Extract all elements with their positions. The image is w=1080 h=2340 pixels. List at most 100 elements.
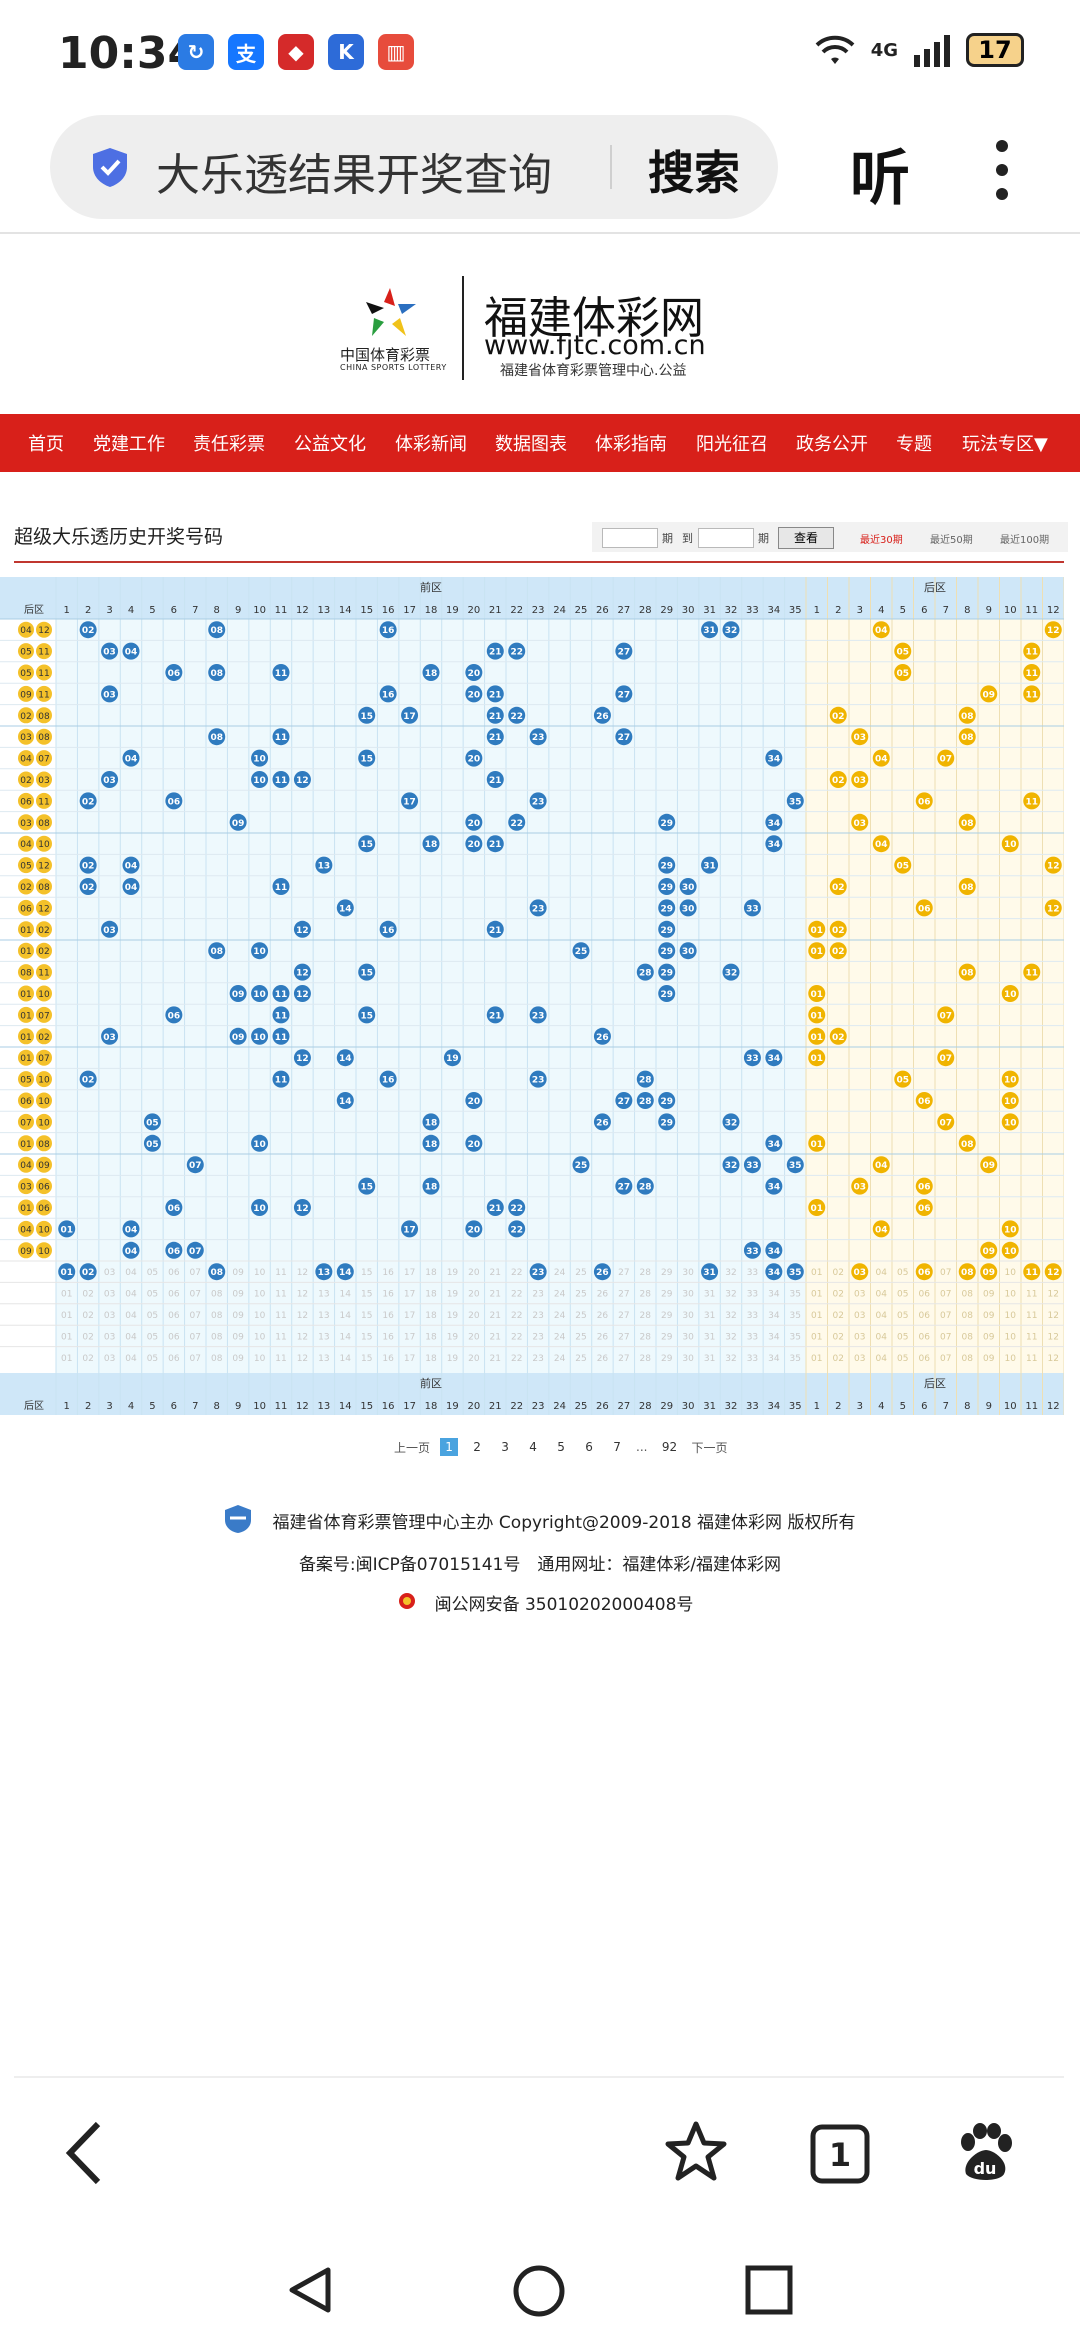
stat-number: 26 bbox=[597, 1332, 609, 1342]
system-recents-icon[interactable] bbox=[744, 2264, 794, 2316]
star-bookmark-icon[interactable] bbox=[664, 2120, 728, 2182]
stat-number: 22 bbox=[511, 1354, 522, 1364]
prev-page-link[interactable]: 上一页 bbox=[394, 1440, 431, 1455]
front-ball-label: 04 bbox=[125, 1225, 138, 1235]
front-ball-label: 11 bbox=[275, 733, 288, 743]
stat-number: 02 bbox=[833, 1268, 844, 1278]
front-ball-label: 05 bbox=[146, 1118, 159, 1128]
recent-30-link[interactable]: 最近30期 bbox=[860, 535, 903, 546]
left-back-ball bbox=[18, 857, 34, 874]
front-ball bbox=[701, 621, 719, 639]
baidu-paw-icon[interactable]: du bbox=[954, 2122, 1014, 2184]
nav-item-culture[interactable]: 公益文化 bbox=[294, 434, 366, 455]
front-ball-label: 33 bbox=[746, 1054, 759, 1064]
nav-item-sunshine[interactable]: 阳光征召 bbox=[696, 434, 768, 455]
next-page-link[interactable]: 下一页 bbox=[691, 1440, 728, 1455]
stat-number: 13 bbox=[318, 1354, 329, 1364]
stat-number: 03 bbox=[854, 1290, 865, 1300]
recent-50-link[interactable]: 最近50期 bbox=[930, 535, 973, 546]
nav-item-party[interactable]: 党建工作 bbox=[93, 434, 165, 455]
front-ball bbox=[229, 813, 247, 831]
stat-number: 07 bbox=[940, 1268, 951, 1278]
nav-item-responsible[interactable]: 责任彩票 bbox=[193, 434, 265, 455]
stat-number: 15 bbox=[361, 1332, 372, 1342]
column-header: 13 bbox=[317, 605, 330, 616]
front-ball bbox=[379, 685, 397, 703]
front-ball bbox=[722, 1113, 740, 1131]
ellipsis: ... bbox=[636, 1440, 648, 1454]
front-ball-label: 21 bbox=[489, 733, 502, 743]
more-menu-icon[interactable] bbox=[996, 140, 1010, 200]
front-ball-label: 20 bbox=[468, 755, 481, 765]
back-ball-label: 11 bbox=[1025, 669, 1038, 679]
front-ball-label: 16 bbox=[382, 690, 395, 700]
site-subtitle: 福建省体育彩票管理中心.公益 bbox=[500, 363, 687, 379]
stat-number: 15 bbox=[361, 1311, 372, 1321]
back-icon[interactable] bbox=[62, 2120, 106, 2186]
end-period-input[interactable] bbox=[698, 528, 754, 548]
nav-item-games[interactable]: 玩法专区▼ bbox=[962, 434, 1048, 455]
page-7[interactable]: 7 bbox=[613, 1440, 621, 1454]
left-back-ball bbox=[18, 1049, 34, 1066]
page-3[interactable]: 3 bbox=[501, 1440, 509, 1454]
stat-number: 08 bbox=[211, 1290, 223, 1300]
page-2[interactable]: 2 bbox=[473, 1440, 481, 1454]
column-header: 7 bbox=[192, 605, 198, 616]
front-ball-label: 08 bbox=[210, 669, 223, 679]
address-bar[interactable]: 大乐透结果开奖查询 搜索 bbox=[50, 115, 778, 219]
nav-item-home[interactable]: 首页 bbox=[28, 434, 64, 455]
front-ball-label: 06 bbox=[168, 669, 181, 679]
nav-item-data-charts[interactable]: 数据图表 bbox=[495, 434, 567, 455]
nav-item-guide[interactable]: 体彩指南 bbox=[595, 434, 667, 455]
back-ball bbox=[915, 899, 933, 917]
stat-number: 06 bbox=[168, 1268, 180, 1278]
nav-item-government[interactable]: 政务公开 bbox=[796, 434, 868, 455]
column-header: 21 bbox=[489, 605, 502, 616]
page-5[interactable]: 5 bbox=[557, 1440, 565, 1454]
left-back-ball-label: 06 bbox=[20, 904, 32, 914]
page-1[interactable]: 1 bbox=[440, 1438, 459, 1456]
page-6[interactable]: 6 bbox=[585, 1440, 593, 1454]
column-header: 5 bbox=[900, 605, 906, 616]
stat-number: 10 bbox=[1005, 1354, 1017, 1364]
left-back-ball bbox=[36, 1220, 52, 1237]
stat-number: 01 bbox=[61, 1311, 72, 1321]
view-button[interactable]: 查看 bbox=[778, 527, 834, 549]
left-back-ball-label: 09 bbox=[20, 1247, 32, 1257]
column-header: 20 bbox=[467, 1401, 480, 1412]
system-back-icon[interactable] bbox=[284, 2264, 336, 2316]
page-last[interactable]: 92 bbox=[661, 1440, 678, 1454]
stat-front-ball bbox=[765, 1263, 783, 1281]
front-ball-label: 14 bbox=[339, 1054, 352, 1064]
stat-number: 06 bbox=[168, 1290, 180, 1300]
search-button[interactable]: 搜索 bbox=[648, 146, 740, 200]
column-header: 26 bbox=[596, 1401, 609, 1412]
system-home-icon[interactable] bbox=[512, 2264, 566, 2318]
front-ball bbox=[272, 878, 290, 895]
front-ball-label: 27 bbox=[618, 1097, 631, 1107]
left-back-ball bbox=[36, 792, 52, 809]
tabs-icon[interactable] bbox=[810, 2124, 870, 2184]
stat-front-ball-label: 31 bbox=[703, 1268, 716, 1278]
stat-number: 11 bbox=[275, 1268, 286, 1278]
page-4[interactable]: 4 bbox=[529, 1440, 537, 1454]
search-query-text[interactable]: 大乐透结果开奖查询 bbox=[156, 150, 552, 201]
front-ball-label: 18 bbox=[425, 1140, 438, 1150]
front-ball-label: 23 bbox=[532, 733, 545, 743]
stat-number: 24 bbox=[554, 1332, 566, 1342]
front-ball bbox=[722, 621, 740, 639]
stat-number: 09 bbox=[232, 1332, 244, 1342]
front-ball bbox=[79, 792, 97, 810]
back-ball-label: 03 bbox=[853, 1183, 866, 1193]
left-back-ball-label: 02 bbox=[20, 712, 31, 722]
nav-item-news[interactable]: 体彩新闻 bbox=[395, 434, 467, 455]
start-period-input[interactable] bbox=[602, 528, 658, 548]
left-back-ball bbox=[18, 814, 34, 831]
stat-number: 31 bbox=[704, 1290, 715, 1300]
front-ball-label: 08 bbox=[210, 947, 223, 957]
front-ball-label: 10 bbox=[253, 947, 266, 957]
nav-item-special[interactable]: 专题 bbox=[896, 434, 932, 455]
front-ball bbox=[508, 1220, 526, 1238]
recent-100-link[interactable]: 最近100期 bbox=[1000, 535, 1050, 546]
listen-button[interactable]: 听 bbox=[850, 144, 910, 214]
